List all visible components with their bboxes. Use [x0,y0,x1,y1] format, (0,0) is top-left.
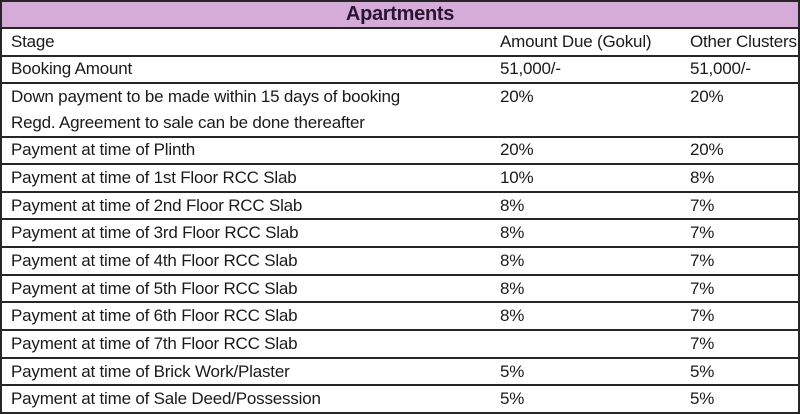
stage-cell: Payment at time of 7th Floor RCC Slab [11,333,298,353]
other-clusters-cell: 5% [690,386,798,412]
stage-cell: Payment at time of Plinth [11,140,195,160]
other-clusters-cell: 20% [690,138,798,164]
table-title-band: Apartments [2,2,798,29]
table-row: Payment at time of 7th Floor RCC Slab 7% [2,331,798,359]
other-clusters-cell: 7% [690,248,798,274]
amount-due-gokul-value: 8% [500,250,525,270]
stage-cell: Payment at time of 1st Floor RCC Slab [11,168,297,188]
stage-line-2: Regd. Agreement to sale can be done ther… [11,112,365,132]
table-row: Payment at time of 6th Floor RCC Slab 8% 7… [2,303,798,332]
header-row: Stage Amount Due (Gokul) Other Clusters [2,29,798,57]
other-clusters-value: 7% [690,278,715,298]
other-clusters-value: 51,000/- [690,59,751,79]
amount-due-gokul-value: 5% [500,389,525,409]
table-row: Down payment to be made within 15 days o… [2,84,798,138]
other-clusters-cell: 7% [690,276,798,302]
table-title: Apartments [345,3,455,25]
amount-due-gokul-value: 8% [500,223,525,243]
table-row: Payment at time of 3rd Floor RCC Slab 8% 7… [2,220,798,249]
table-row: Payment at time of 4th Floor RCC Slab 8% 7… [2,248,798,276]
amount-due-gokul-cell: 20% [500,84,690,135]
amount-due-gokul-cell: 8% [500,193,690,219]
table-row: Payment at time of Sale Deed/Possession 5… [2,386,798,412]
other-clusters-value: 20% [690,140,724,160]
header-stage: Stage [11,31,55,51]
other-clusters-value: 8% [690,168,715,188]
header-other-clusters: Other Clusters [690,31,797,51]
amount-due-gokul-value: 51,000/- [500,59,561,79]
table-row: Payment at time of Brick Work/Plaster 5% 5… [2,359,798,387]
stage-cell: Payment at time of 2nd Floor RCC Slab [11,195,303,215]
other-clusters-value: 5% [690,389,715,409]
other-clusters-value: 7% [690,333,715,353]
stage-cell: Payment at time of Brick Work/Plaster [11,361,290,381]
other-clusters-cell: 20% [690,84,798,135]
stage-line-1: Down payment to be made within 15 days o… [11,87,400,107]
other-clusters-value: 7% [690,195,715,215]
amount-due-gokul-cell: 8% [500,220,690,246]
stage-cell: Booking Amount [11,59,133,79]
amount-due-gokul-cell [500,331,690,357]
stage-cell: Payment at time of 4th Floor RCC Slab [11,250,298,270]
amount-due-gokul-value: 8% [500,195,525,215]
amount-due-gokul-value: 5% [500,361,525,381]
amount-due-gokul-cell: 5% [500,386,690,412]
amount-due-gokul-cell: 20% [500,138,690,164]
amount-due-gokul-cell: 10% [500,165,690,191]
other-clusters-value: 7% [690,223,715,243]
other-clusters-value: 7% [690,306,715,326]
amount-due-gokul-value: 20% [500,87,534,107]
stage-cell: Down payment to be made within 15 days o… [2,84,500,135]
table-row: Payment at time of 2nd Floor RCC Slab 8% 7… [2,193,798,221]
stage-cell: Payment at time of 6th Floor RCC Slab [11,306,298,326]
other-clusters-cell: 5% [690,359,798,385]
other-clusters-cell: 7% [690,220,798,246]
header-amount-due-gokul: Amount Due (Gokul) [500,31,652,51]
other-clusters-value: 5% [690,361,715,381]
amount-due-gokul-value: 10% [500,168,534,188]
other-clusters-cell: 8% [690,165,798,191]
table-row: Payment at time of 5th Floor RCC Slab 8% 7… [2,276,798,304]
amount-due-gokul-value: 8% [500,278,525,298]
other-clusters-value: 7% [690,250,715,270]
other-clusters-cell: 7% [690,331,798,357]
amount-due-gokul-cell: 8% [500,248,690,274]
amount-due-gokul-cell: 8% [500,303,690,329]
amount-due-gokul-cell: 51,000/- [500,57,690,83]
other-clusters-cell: 7% [690,303,798,329]
other-clusters-cell: 7% [690,193,798,219]
table-row: Booking Amount 51,000/- 51,000/- [2,57,798,85]
stage-cell: Payment at time of Sale Deed/Possession [11,389,321,409]
stage-cell: Payment at time of 5th Floor RCC Slab [11,278,298,298]
stage-cell: Payment at time of 3rd Floor RCC Slab [11,223,299,243]
table-row: Payment at time of 1st Floor RCC Slab 10%… [2,165,798,193]
amount-due-gokul-value: 20% [500,140,534,160]
other-clusters-value: 20% [690,87,724,107]
other-clusters-cell: 51,000/- [690,57,798,83]
amount-due-gokul-cell: 5% [500,359,690,385]
table-row: Payment at time of Plinth 20% 20% [2,138,798,166]
amount-due-gokul-cell: 8% [500,276,690,302]
amount-due-gokul-value: 8% [500,306,525,326]
